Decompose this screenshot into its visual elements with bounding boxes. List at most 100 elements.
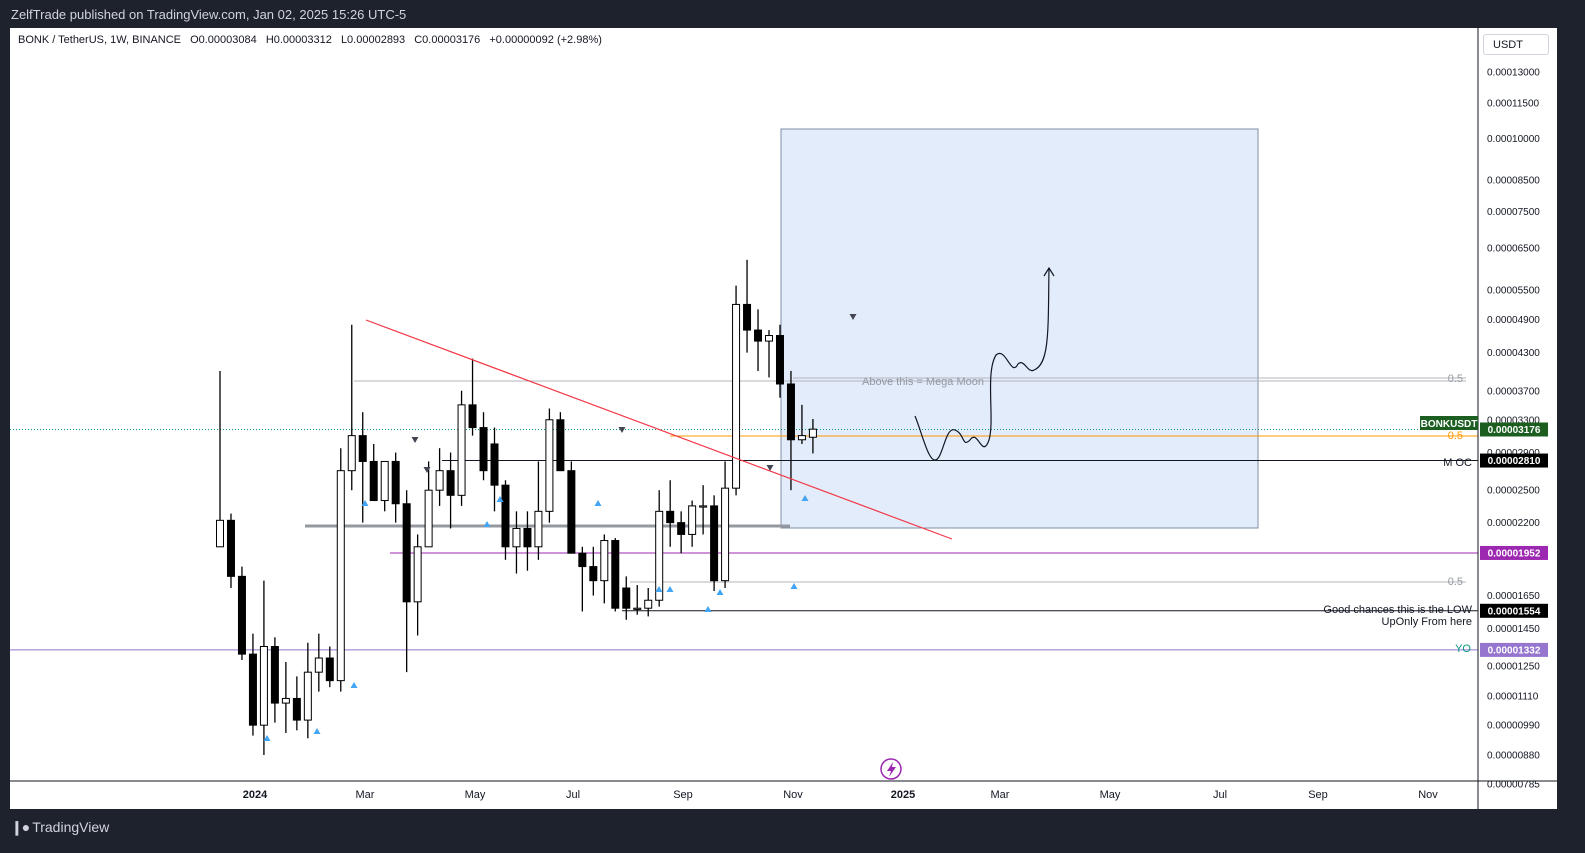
candle (424, 461, 433, 548)
candle-body (292, 697, 301, 721)
chart-area[interactable]: Above this = Mega Moon M OC Good chances t… (10, 28, 1557, 809)
candle-body (688, 505, 697, 535)
candle (216, 370, 224, 548)
candle-body (457, 404, 466, 496)
candle-body (468, 404, 477, 429)
candle (270, 637, 279, 723)
buy-signal-icon (801, 495, 809, 501)
candle (248, 633, 257, 736)
candle-body (710, 505, 719, 582)
y-tick-label: 0.00006500 (1487, 243, 1540, 254)
y-tick-label: 0.00001250 (1487, 662, 1540, 673)
candle-body (336, 470, 345, 682)
candle-body (786, 383, 795, 441)
candle-body (600, 540, 609, 582)
candle (633, 585, 642, 615)
candle (336, 448, 345, 692)
buy-signal-icon (361, 500, 369, 506)
x-tick-label: 2025 (891, 789, 915, 801)
descending-trendline (365, 319, 953, 540)
x-tick-label: Sep (1308, 789, 1328, 801)
candle (281, 661, 290, 733)
low-note-line1: Good chances this is the LOW (1323, 604, 1472, 616)
candle-body (358, 435, 367, 462)
candle (314, 633, 323, 692)
candle (435, 448, 444, 506)
candle (754, 309, 763, 371)
candle-body (314, 657, 323, 673)
x-tick-label: Nov (783, 789, 803, 801)
fib-label: 0.5 (1448, 430, 1463, 442)
price-tag-label: 0.00001554 (1488, 606, 1541, 617)
candle (600, 534, 609, 604)
candle (622, 576, 631, 620)
candle-body (270, 645, 279, 704)
price-tag-label: 0.00002810 (1488, 456, 1541, 467)
x-tick-label: Jul (566, 789, 580, 801)
candle-body (754, 329, 763, 342)
ohlc-legend: BONK / TetherUS, 1W, BINANCE O0.00003084… (18, 34, 608, 46)
candle (775, 324, 784, 398)
candle-body (699, 505, 708, 508)
price-tag (1480, 603, 1548, 618)
candle (380, 460, 389, 512)
y-tick-label: 0.00004900 (1487, 315, 1540, 326)
y-tick-label: 0.00011500 (1487, 99, 1540, 110)
sell-signal-icon (766, 465, 774, 471)
bottom-bar: ❙● TradingView (0, 812, 1585, 853)
y-tick-label: 0.00013000 (1487, 68, 1540, 79)
projection-path (914, 267, 1050, 461)
candle-body (589, 566, 598, 582)
y-tick-label: 0.00005500 (1487, 286, 1540, 297)
yo-label: YO (1455, 643, 1471, 655)
candle (710, 495, 719, 592)
x-tick-label: May (1100, 789, 1121, 801)
price-tag-label: 0.00001332 (1488, 645, 1541, 656)
candle (347, 324, 356, 491)
candle (490, 427, 499, 512)
candle (589, 546, 598, 596)
candle-body (808, 428, 817, 438)
candle-body (413, 546, 422, 603)
tradingview-logo-icon: ❙● (11, 819, 30, 835)
buy-signal-icon (313, 728, 321, 734)
tradingview-logo[interactable]: ❙● TradingView (11, 819, 109, 836)
y-tick-label: 0.00003300 (1487, 415, 1540, 426)
legend-high: H0.00003312 (265, 34, 332, 46)
price-tag (1480, 545, 1548, 560)
y-tick-label: 0.00001110 (1487, 692, 1539, 703)
symbol-tag (1420, 416, 1478, 430)
buy-signal-icon (704, 606, 712, 612)
candle (765, 330, 773, 378)
candle (512, 511, 521, 574)
price-chart[interactable]: Above this = Mega Moon M OC Good chances t… (10, 28, 1557, 809)
candle-body (281, 697, 290, 704)
candle-body (369, 460, 378, 502)
y-tick-label: 0.00000990 (1487, 721, 1540, 732)
candle-body (259, 645, 268, 726)
candle-body (633, 607, 642, 610)
candle (786, 370, 795, 491)
candle-body (721, 487, 730, 582)
x-tick-label: Nov (1418, 789, 1438, 801)
candle-body (611, 540, 620, 609)
candle (446, 452, 455, 529)
price-tag-label: 0.00003176 (1488, 425, 1541, 436)
candle-body (666, 510, 675, 524)
candle (413, 534, 422, 636)
fib-label: 0.5 (1448, 373, 1463, 385)
candle (688, 500, 697, 547)
y-tick-label: 0.00002500 (1487, 486, 1540, 497)
fib-label: 0.5 (1448, 576, 1463, 588)
candle-body (226, 519, 235, 577)
buy-signal-icon (594, 500, 602, 506)
y-tick-label: 0.00001650 (1487, 591, 1540, 602)
candle-body (325, 657, 334, 682)
currency-selector[interactable]: USDT (1483, 34, 1549, 55)
candle-body (775, 335, 784, 385)
candle (523, 511, 532, 571)
buy-signal-icon (483, 521, 491, 527)
top-bar: ZelfTrade published on TradingView.com, … (0, 0, 1585, 28)
x-tick-label: Sep (673, 789, 693, 801)
y-tick-label: 0.00002200 (1487, 518, 1540, 529)
